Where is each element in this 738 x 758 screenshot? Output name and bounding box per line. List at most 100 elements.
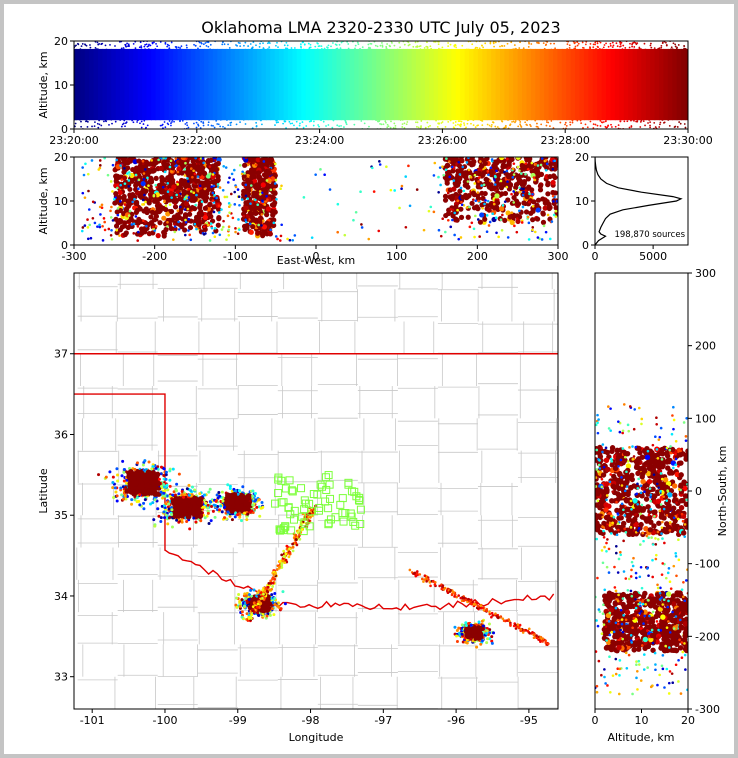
th-source-band — [575, 48, 581, 121]
th-source — [398, 41, 401, 44]
plan-source — [176, 497, 183, 503]
ew-source — [481, 169, 487, 176]
th-source — [614, 117, 617, 120]
ew-source — [520, 172, 523, 175]
ew-source — [545, 162, 549, 166]
plan-source — [143, 490, 149, 497]
th-source-band — [159, 48, 166, 121]
ew-sources — [80, 157, 558, 242]
ew-source — [485, 214, 489, 217]
ew-source — [249, 205, 252, 209]
ew-source — [201, 170, 208, 177]
ew-source — [254, 198, 257, 202]
ew-source — [437, 175, 440, 179]
th-source — [332, 42, 334, 44]
plan-source — [133, 467, 137, 471]
ew-source — [477, 180, 480, 183]
th-source-band — [363, 48, 369, 121]
th-source-band — [204, 48, 210, 121]
th-source — [684, 126, 687, 129]
ew-source — [238, 203, 241, 207]
th-source — [553, 42, 556, 45]
th-source — [309, 46, 312, 49]
ew-source — [469, 200, 475, 206]
ew-source — [532, 176, 536, 179]
plan-source — [159, 516, 163, 520]
plan-source — [233, 515, 237, 519]
ew-source — [210, 163, 216, 169]
ew-source — [481, 206, 484, 210]
ew-source — [551, 194, 555, 198]
th-source — [325, 125, 327, 127]
plan-source — [150, 467, 154, 471]
ew-source — [478, 163, 485, 169]
ew-source — [144, 221, 147, 224]
th-source — [124, 43, 127, 46]
plan-source — [245, 601, 249, 605]
plan-source — [138, 503, 142, 507]
ew-source — [510, 211, 514, 215]
ew-source — [264, 212, 270, 218]
ew-source — [216, 216, 222, 222]
th-source-band — [460, 48, 466, 121]
th-source-band — [349, 48, 355, 121]
ew-source — [528, 192, 531, 196]
th-source — [409, 118, 412, 120]
plan-source — [121, 485, 125, 489]
ew-source — [527, 221, 531, 225]
plan-source — [153, 524, 157, 528]
th-source — [288, 120, 291, 123]
th-source — [564, 121, 567, 124]
ew-source — [234, 230, 237, 234]
figure-title: Oklahoma LMA 2320-2330 UTC July 05, 2023 — [201, 18, 560, 37]
ew-source — [471, 159, 477, 165]
plan-source — [182, 506, 189, 513]
th-source — [665, 41, 667, 44]
th-source-band — [561, 48, 568, 121]
plan-source — [173, 511, 179, 518]
ew-source — [553, 159, 557, 163]
th-source — [611, 46, 614, 48]
th-source — [449, 43, 452, 46]
ew-source — [367, 237, 371, 241]
plan-source — [185, 487, 189, 491]
ew-source — [163, 226, 169, 233]
ew-source — [240, 198, 244, 201]
plan-source — [181, 495, 185, 499]
th-source — [674, 45, 677, 48]
ew-source — [173, 202, 177, 206]
ew-source — [116, 207, 120, 210]
ew-source — [260, 182, 266, 188]
th-source-band — [667, 48, 674, 121]
ew-source — [252, 217, 259, 223]
ew-source — [189, 167, 193, 170]
plan-source — [197, 496, 204, 502]
y-tick-label: 20 — [54, 151, 68, 164]
th-source — [419, 45, 422, 47]
ew-source — [354, 210, 358, 214]
th-source-band — [106, 48, 113, 121]
th-source — [653, 118, 656, 121]
ew-source — [123, 182, 127, 185]
th-source-band — [292, 48, 298, 121]
plan-source — [162, 473, 166, 477]
th-source — [574, 45, 577, 48]
plan-source — [270, 607, 274, 611]
ew-source — [449, 157, 456, 163]
plan-source — [207, 490, 211, 494]
state-borders — [74, 353, 558, 611]
ew-source — [230, 172, 234, 176]
th-source — [336, 47, 339, 50]
plan-source — [223, 505, 227, 509]
ew-source — [153, 213, 160, 219]
ew-source — [274, 235, 278, 238]
th-source — [610, 123, 612, 126]
th-source-band — [566, 48, 572, 121]
ew-source — [210, 226, 214, 230]
ew-source — [444, 169, 451, 176]
ew-source — [487, 224, 491, 227]
th-source — [406, 121, 409, 123]
plan-source — [217, 491, 221, 495]
th-source — [447, 45, 450, 47]
th-source — [554, 47, 557, 50]
